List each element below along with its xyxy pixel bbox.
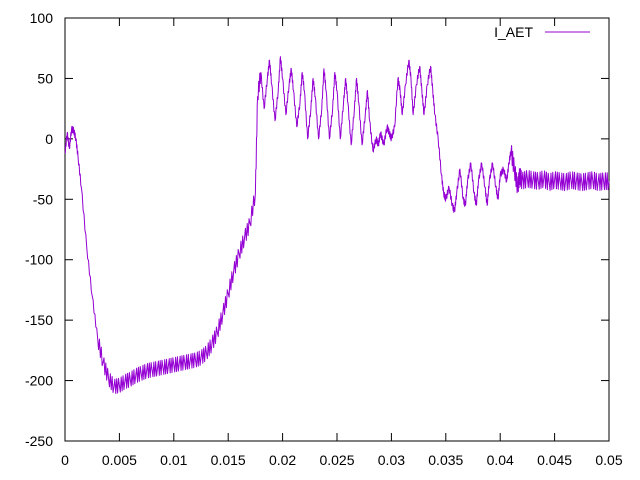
x-tick-label: 0.02	[269, 452, 296, 468]
x-tick-label: 0.045	[537, 452, 572, 468]
plot-layer	[64, 56, 610, 394]
x-tick-label: 0.04	[487, 452, 514, 468]
y-tick-label: -250	[25, 433, 53, 449]
y-tick-label: -50	[33, 191, 53, 207]
x-tick-label: 0	[61, 452, 69, 468]
series-line-i-aet	[64, 56, 610, 394]
y-tick-label: 50	[37, 70, 53, 86]
legend: I_AET	[494, 24, 590, 40]
x-tick-label: 0.03	[378, 452, 405, 468]
y-tick-label: 100	[30, 10, 54, 26]
y-tick-label: -100	[25, 252, 53, 268]
y-tick-label: -150	[25, 312, 53, 328]
x-tick-label: 0.025	[319, 452, 354, 468]
y-tick-label: -200	[25, 373, 53, 389]
x-tick-label: 0.005	[102, 452, 137, 468]
x-tick-label: 0.015	[211, 452, 246, 468]
y-tick-label: 0	[45, 131, 53, 147]
legend-label: I_AET	[494, 24, 533, 40]
x-tick-label: 0.035	[428, 452, 463, 468]
x-tick-label: 0.05	[595, 452, 622, 468]
x-tick-label: 0.01	[160, 452, 187, 468]
axes-layer: 0 0.005 0.01 0.015 0.02 0.025 0.03 0.035 0.04 0.0…	[25, 10, 623, 468]
